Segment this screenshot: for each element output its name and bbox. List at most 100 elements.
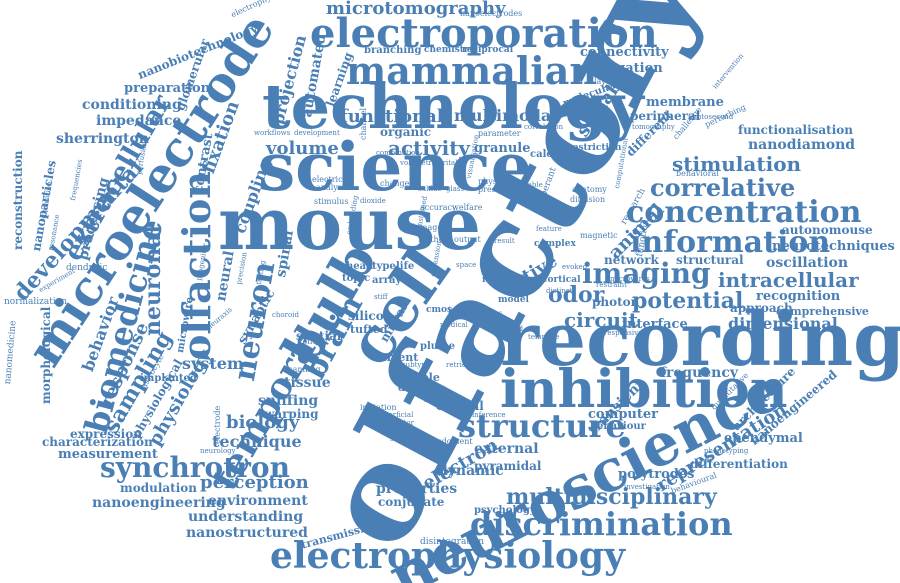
word-accuracy: accuracy [420, 203, 457, 212]
word-technique: technique [212, 432, 302, 451]
word-tissue: tissue [284, 375, 331, 391]
word-electroporation: electroporation [310, 10, 658, 57]
word-perception: perception [200, 472, 309, 493]
word-variable: variable [514, 181, 543, 189]
word-branching: branching [364, 45, 422, 56]
word-parameter: parameter [478, 129, 521, 138]
word-magnetic: magnetic [580, 231, 618, 240]
word-diffusion: diffusion [570, 195, 606, 204]
word-method: method [418, 235, 449, 244]
word-dendritic: dendritic [66, 263, 108, 273]
word-layer: layer [594, 77, 615, 86]
word-interface: interface [622, 317, 688, 332]
word-head: head [346, 261, 374, 272]
word-synchrotron: synchrotron [100, 451, 290, 484]
word-structural: structural [676, 253, 744, 267]
word-pyramidal: pyramidal [474, 459, 542, 473]
word-conditioning: conditioning [82, 97, 182, 113]
word-warping: warping [264, 407, 319, 421]
word-subsequent: subsequent [390, 435, 431, 443]
word-result: result [494, 237, 515, 245]
word-anatomy: anatomy [572, 185, 607, 194]
word-biology: biology [226, 412, 300, 433]
word-reconstruction: reconstruction [11, 150, 25, 250]
word-space: space [456, 261, 477, 269]
word-nanoelectrodes: nanoelectrodes [460, 9, 523, 18]
word-investigation: investigation [624, 483, 670, 491]
word-properties: properties [376, 481, 458, 497]
word-silicon: silicon [348, 309, 393, 323]
word-external: external [474, 441, 539, 457]
word-sherrington: sherrington [56, 131, 149, 147]
word-granule: granule [474, 141, 531, 156]
word-modulation: modulation [120, 481, 197, 495]
word-inference: inference [472, 411, 506, 419]
word-stimulation: stimulation [672, 152, 802, 176]
word-polytrodes: polytrodes [618, 467, 695, 482]
word-dynamic: dynamic [438, 463, 504, 479]
word-central: central [436, 399, 484, 413]
word-neurology: neurology [200, 447, 236, 455]
word-topic: topic [342, 273, 371, 284]
word-peripheral: peripheral [630, 109, 701, 123]
word-information: information [630, 225, 831, 260]
word-judgment: judgment [434, 437, 473, 446]
word-intracellular: intracellular [718, 268, 859, 292]
word-evolved: evolved [496, 325, 524, 333]
word-stimulus: stimulus [314, 197, 349, 206]
word-preparation: preparation [124, 81, 211, 96]
word-electrical: electrical [312, 175, 350, 184]
word-machine: machine [424, 395, 459, 404]
word-frequency: frequency [660, 365, 739, 381]
word-current: current [372, 351, 419, 364]
word-damage: damage [410, 223, 443, 232]
word-electrode: electrode [213, 405, 222, 444]
word-correlation: correlation [524, 123, 564, 131]
word-functionalisation: functionalisation [738, 123, 854, 137]
word-structure: structure [458, 407, 626, 445]
word-present: present [478, 185, 509, 194]
word-implanted: implanted [140, 373, 197, 384]
word-science: science [258, 128, 533, 206]
word-workflows: workflows [254, 129, 291, 137]
word-functional: functional [340, 106, 444, 127]
word-phenotyping: phenotyping [704, 447, 749, 455]
word-morphological: morphological [39, 306, 53, 404]
word-dimensional: dimensional [728, 314, 838, 333]
word-electrophysiology: electrophysiology [270, 535, 626, 577]
word-model: model [498, 295, 529, 305]
word-femtosecond: femtosecond [688, 113, 734, 121]
word-glass: glass [446, 185, 465, 193]
word-context: context [298, 337, 329, 346]
word-inhibition: inhibition [500, 359, 788, 420]
word-complex: complex [534, 239, 576, 249]
word-physical: physical [478, 177, 512, 186]
word-change: change [380, 179, 410, 188]
word-rapid: rapid [482, 275, 509, 285]
word-spatial: spatial [296, 329, 342, 343]
word-mouse: mouse [218, 181, 481, 266]
word-dendrite: dendrite [398, 383, 446, 394]
word-life: life [396, 261, 415, 272]
word-understanding: understanding [188, 509, 304, 525]
word-behaviour: behaviour [590, 421, 646, 432]
word-impedance: impedance [96, 113, 182, 129]
word-differentiation: differentiation [690, 457, 788, 471]
word-photon: photon [592, 295, 640, 309]
word-measurement: measurement [58, 447, 158, 462]
word-mammalian: mammalian [346, 48, 597, 93]
word-heritable: heritable [434, 159, 467, 167]
word-expression: expression [70, 427, 142, 441]
word-sniffing: sniffing [258, 393, 319, 409]
word-lesion: lesion [482, 265, 506, 274]
word-restraint: restraint [596, 281, 627, 289]
word-nanostructured: nanostructured [186, 525, 308, 541]
word-multidisciplinary: multidisciplinary [506, 484, 717, 510]
word-plume: plume [420, 341, 456, 352]
word-behavioral: behavioral [676, 169, 719, 178]
word-nanodiamond: nanodiamond [748, 137, 856, 153]
word-activity: activity [388, 136, 471, 160]
word-input: input [448, 305, 472, 315]
word-cortical: cortical [542, 275, 581, 285]
